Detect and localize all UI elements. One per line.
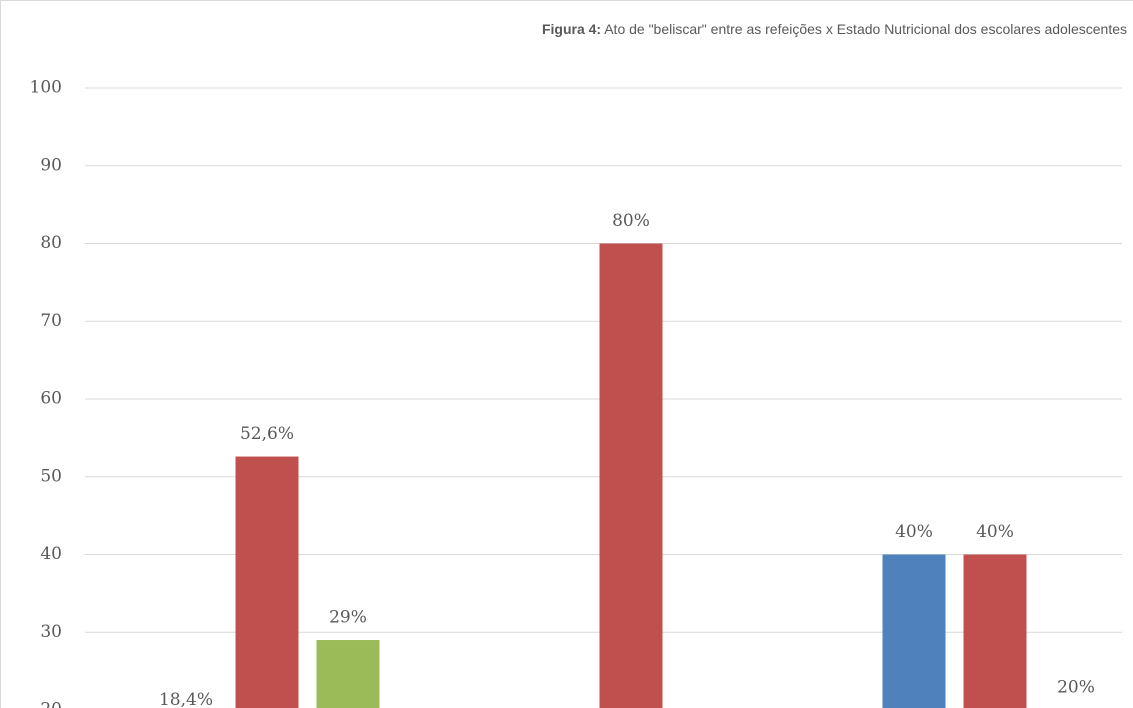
bar — [235, 456, 299, 708]
bar — [316, 640, 380, 708]
title-text: Ato de "beliscar" entre as refeições x E… — [604, 21, 1127, 37]
data-label: 40% — [976, 522, 1014, 542]
data-label: 20% — [1057, 678, 1095, 698]
data-label: 80% — [612, 211, 650, 231]
y-tick-label: 80 — [40, 233, 62, 253]
y-tick-label: 100 — [30, 78, 62, 98]
y-tick-label: 30 — [40, 622, 62, 642]
y-tick-label: 40 — [40, 544, 62, 564]
data-label: 29% — [329, 608, 367, 628]
bar — [882, 554, 946, 708]
y-tick-label: 70 — [40, 311, 62, 331]
data-label: 40% — [895, 522, 933, 542]
data-label: 52,6% — [240, 424, 294, 444]
figure-label: Figura 4: — [542, 21, 601, 37]
y-tick-label: 90 — [40, 155, 62, 175]
bar — [599, 243, 663, 708]
data-label: 18,4% — [159, 690, 213, 708]
bar — [963, 554, 1027, 708]
chart-title: Figura 4: Ato de "beliscar" entre as ref… — [542, 21, 1127, 37]
y-tick-label: 60 — [40, 389, 62, 409]
y-tick-label: 20 — [40, 700, 62, 708]
y-tick-label: 50 — [40, 466, 62, 486]
